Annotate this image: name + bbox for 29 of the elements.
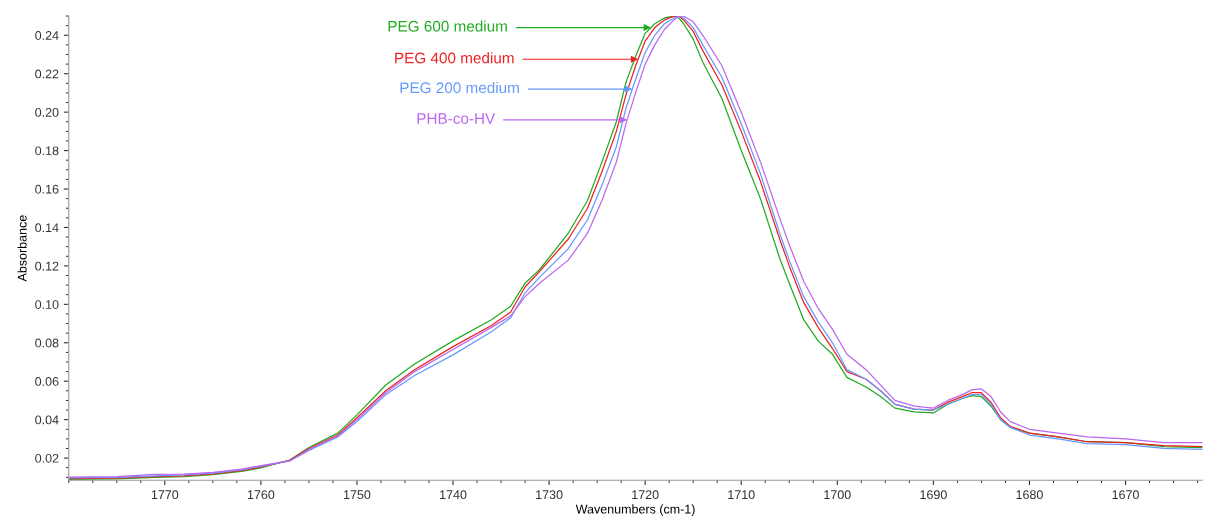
y-tick-label: 0.12: [35, 261, 59, 271]
x-tick-label: 1750: [344, 490, 371, 500]
x-tick-label: 1690: [920, 490, 947, 500]
y-tick-label: 0.08: [35, 338, 59, 348]
x-tick-label: 1680: [1016, 490, 1043, 500]
text: PHB-co-HV: [417, 113, 496, 124]
x-tick-label: 1720: [632, 490, 659, 500]
y-tick-label: 0.02: [35, 453, 59, 463]
y-tick-label: 0.04: [35, 415, 59, 425]
x-tick-label: 1770: [151, 490, 179, 500]
x-tick-label: 1670: [1112, 490, 1139, 500]
x-axis-title: Wavenumbers (cm-1): [575, 504, 695, 516]
text: PEG 200 medium: [400, 81, 519, 94]
x-tick-label: 1700: [824, 490, 851, 500]
x-tick-label: 1760: [247, 490, 275, 500]
y-tick-label: 0.24: [35, 31, 59, 40]
y-tick-label: 0.22: [35, 69, 59, 79]
y-tick-label: 0.16: [35, 184, 59, 194]
x-tick-label: 1730: [536, 490, 563, 500]
text: PEG 400 medium: [395, 52, 514, 64]
x-tick-label: 1740: [440, 490, 467, 500]
y-tick-label: 0.14: [35, 223, 59, 233]
x-tick-label: 1710: [728, 490, 755, 500]
y-tick-label: 0.10: [35, 300, 59, 309]
y-tick-label: 0.06: [35, 377, 59, 386]
y-tick-label: 0.18: [35, 146, 59, 156]
y-axis-title: Absorbance: [17, 215, 27, 282]
text: PEG 600 medium: [388, 20, 507, 32]
y-tick-label: 0.20: [35, 107, 59, 117]
